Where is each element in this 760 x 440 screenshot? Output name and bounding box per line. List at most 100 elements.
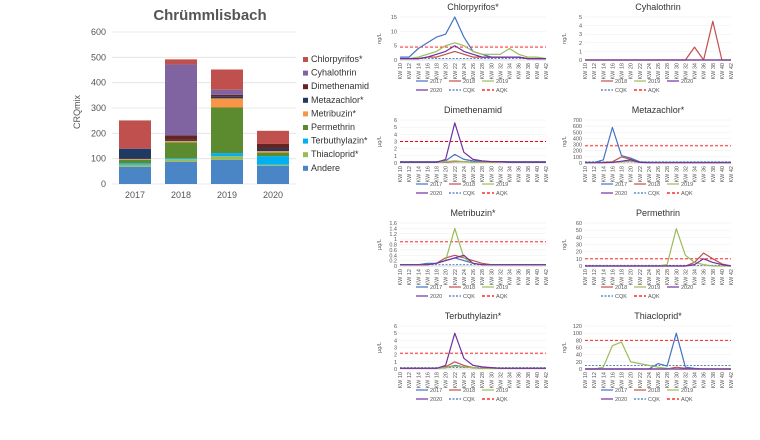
mini-x-tick-label: KW 28 <box>480 63 486 80</box>
mini-x-tick-label: KW 36 <box>702 166 708 183</box>
mini-y-tick-label: 1 <box>394 360 397 366</box>
mini-chart-title: Cyhalothrin <box>635 2 681 12</box>
mini-y-tick-label: 200 <box>573 149 582 155</box>
mini-x-tick-label: KW 30 <box>489 372 495 389</box>
mini-y-tick-label: 15 <box>391 15 397 21</box>
mini-x-tick-label: KW 34 <box>508 372 514 389</box>
bar-segment-terbuthylazin-2020 <box>257 156 289 165</box>
mini-legend-label: CQK <box>648 191 660 197</box>
mini-x-tick-label: KW 36 <box>517 269 523 286</box>
mini-x-tick-label: KW 34 <box>508 63 514 80</box>
mini-x-tick-label: KW 20 <box>444 372 450 389</box>
series-line-2020 <box>400 332 546 369</box>
mini-x-tick-label: KW 32 <box>498 166 504 183</box>
mini-x-tick-label: KW 18 <box>620 269 626 286</box>
mini-y-tick-label: 5 <box>579 15 582 21</box>
mini-y-tick-label: 60 <box>576 221 582 227</box>
bar-segment-metazachlor-2018 <box>165 139 197 141</box>
mini-x-tick-label: KW 34 <box>693 372 699 389</box>
mini-x-tick-label: KW 10 <box>398 372 404 389</box>
mini-x-tick-label: KW 24 <box>647 269 653 286</box>
bar-segment-thiacloprid-2018 <box>165 159 197 162</box>
mini-x-tick-label: KW 22 <box>453 372 459 389</box>
mini-x-tick-label: KW 40 <box>720 372 726 389</box>
bar-segment-metazachlor-2019 <box>211 96 243 99</box>
mini-x-tick-label: KW 36 <box>702 372 708 389</box>
main-y-tick-label: 400 <box>91 78 106 88</box>
mini-y-tick-label: 0 <box>579 264 582 270</box>
mini-x-tick-label: KW 28 <box>665 269 671 286</box>
mini-legend-label: CQK <box>648 397 660 403</box>
mini-legend-label: AQK <box>496 397 508 403</box>
mini-x-tick-label: KW 22 <box>453 63 459 80</box>
mini-chart-title: Thiacloprid* <box>634 311 682 321</box>
mini-x-tick-label: KW 34 <box>508 166 514 183</box>
mini-y-tick-label: 0.8 <box>389 243 397 249</box>
mini-y-tick-label: 4 <box>579 24 582 30</box>
mini-y-tick-label: 120 <box>573 324 582 330</box>
bar-segment-terbuthylazin-2019 <box>211 153 243 157</box>
mini-x-tick-label: KW 12 <box>407 269 413 286</box>
mini-x-tick-label: KW 14 <box>416 269 422 286</box>
mini-chart-title: Permethrin <box>636 208 680 218</box>
mini-y-tick-label: 4 <box>394 338 397 344</box>
mini-x-tick-label: KW 24 <box>647 166 653 183</box>
main-x-tick-label: 2020 <box>263 190 283 200</box>
bar-segment-metribuzin-2017 <box>119 158 151 160</box>
main-y-tick-label: 200 <box>91 128 106 138</box>
mini-x-tick-label: KW 30 <box>489 166 495 183</box>
legend-swatch <box>303 152 308 158</box>
mini-y-tick-label: 0 <box>394 161 397 167</box>
mini-x-tick-label: KW 28 <box>665 63 671 80</box>
mini-y-tick-label: 10 <box>576 257 582 263</box>
mini-x-tick-label: KW 20 <box>629 269 635 286</box>
main-y-tick-label: 300 <box>91 103 106 113</box>
mini-x-tick-label: KW 32 <box>498 372 504 389</box>
mini-x-tick-label: KW 26 <box>471 269 477 286</box>
mini-chart-title: Terbuthylazin* <box>445 311 502 321</box>
bar-segment-cyhalothrin-2018 <box>165 64 197 136</box>
main-x-tick-label: 2017 <box>125 190 145 200</box>
mini-x-tick-label: KW 14 <box>601 269 607 286</box>
mini-x-tick-label: KW 42 <box>729 63 735 80</box>
mini-x-tick-label: KW 24 <box>462 269 468 286</box>
mini-x-tick-label: KW 12 <box>592 63 598 80</box>
mini-y-tick-label: 500 <box>573 130 582 136</box>
mini-x-tick-label: KW 32 <box>498 269 504 286</box>
mini-x-tick-label: KW 24 <box>647 372 653 389</box>
mini-x-tick-label: KW 12 <box>407 372 413 389</box>
mini-y-tick-label: 100 <box>573 155 582 161</box>
mini-x-tick-label: KW 42 <box>544 166 550 183</box>
mini-x-tick-label: KW 24 <box>462 166 468 183</box>
main-y-tick-label: 100 <box>91 154 106 164</box>
mini-x-tick-label: KW 30 <box>674 372 680 389</box>
mini-legend-label: 2018 <box>463 285 475 291</box>
bar-segment-chlorpyrifos-2017 <box>119 120 151 149</box>
mini-x-tick-label: KW 10 <box>398 269 404 286</box>
mini-x-tick-label: KW 12 <box>592 166 598 183</box>
mini-legend-label: 2018 <box>648 182 660 188</box>
mini-x-tick-label: KW 16 <box>610 269 616 286</box>
bar-segment-permethrin-2017 <box>119 159 151 164</box>
mini-x-tick-label: KW 10 <box>398 166 404 183</box>
mini-x-tick-label: KW 16 <box>425 63 431 80</box>
mini-x-tick-label: KW 14 <box>601 372 607 389</box>
legend-label: Metribuzin* <box>311 108 357 118</box>
mini-x-tick-label: KW 40 <box>720 166 726 183</box>
mini-x-tick-label: KW 16 <box>425 372 431 389</box>
mini-y-tick-label: 0 <box>394 264 397 270</box>
bar-segment-cyhalothrin-2019 <box>211 89 243 95</box>
mini-x-tick-label: KW 18 <box>620 63 626 80</box>
mini-x-tick-label: KW 10 <box>583 372 589 389</box>
mini-x-tick-label: KW 42 <box>729 269 735 286</box>
mini-x-tick-label: KW 30 <box>674 166 680 183</box>
mini-x-tick-label: KW 42 <box>544 269 550 286</box>
bar-segment-andere-2018 <box>165 161 197 184</box>
mini-y-tick-label: 2 <box>579 41 582 47</box>
mini-x-tick-label: KW 38 <box>526 372 532 389</box>
mini-x-tick-label: KW 12 <box>407 63 413 80</box>
mini-x-tick-label: KW 14 <box>601 63 607 80</box>
